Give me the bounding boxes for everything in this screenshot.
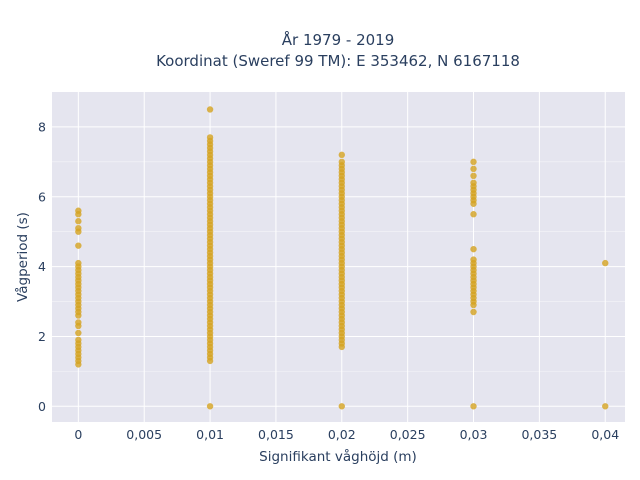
data-point (206, 134, 214, 141)
data-point (338, 151, 345, 159)
data-point (470, 245, 477, 253)
data-point (75, 207, 82, 214)
data-point (206, 106, 214, 113)
chart-title-line-2: Koordinat (Sweref 99 TM): E 353462, N 61… (156, 52, 520, 70)
x-tick-label: 0,025 (390, 427, 426, 442)
data-point (470, 308, 477, 316)
data-point (470, 403, 477, 410)
data-point (75, 242, 82, 249)
data-point (470, 179, 477, 186)
y-tick-label: 4 (38, 259, 46, 274)
plot-area (52, 92, 625, 422)
x-tick-label: 0,005 (126, 427, 162, 442)
data-point (75, 319, 82, 326)
data-point (75, 336, 82, 344)
x-tick-label: 0,03 (460, 427, 488, 442)
data-point (470, 211, 477, 218)
data-point (602, 403, 609, 410)
x-tick-label: 0,015 (258, 427, 294, 442)
data-point (602, 259, 609, 267)
data-point (338, 158, 345, 166)
data-point (75, 329, 82, 337)
x-tick-label: 0,035 (521, 427, 557, 442)
y-tick-labels: 0 2 4 6 8 (38, 119, 46, 413)
chart-title-line-1: År 1979 - 2019 (282, 30, 395, 49)
data-point (75, 259, 82, 267)
data-points-layer (75, 106, 609, 410)
x-tick-label: 0,04 (591, 427, 619, 442)
data-point (75, 218, 82, 225)
y-axis-label: Vågperiod (s) (14, 212, 31, 302)
data-point (470, 172, 477, 180)
data-point (206, 403, 214, 410)
y-tick-label: 6 (38, 189, 46, 204)
data-point (470, 165, 477, 173)
data-point (470, 256, 477, 263)
y-tick-label: 2 (38, 329, 46, 344)
x-tick-labels: 0 0,005 0,01 0,015 0,02 0,025 0,03 0,035 0,04 (74, 427, 619, 442)
x-tick-label: 0 (74, 427, 82, 442)
y-tick-label: 0 (38, 399, 46, 414)
x-tick-label: 0,01 (196, 427, 224, 442)
data-point (470, 158, 477, 166)
x-tick-label: 0,02 (328, 427, 356, 442)
data-point (338, 403, 345, 410)
y-tick-label: 8 (38, 119, 46, 134)
x-axis-label: Signifikant våghöjd (m) (259, 448, 417, 465)
data-point (75, 224, 82, 232)
